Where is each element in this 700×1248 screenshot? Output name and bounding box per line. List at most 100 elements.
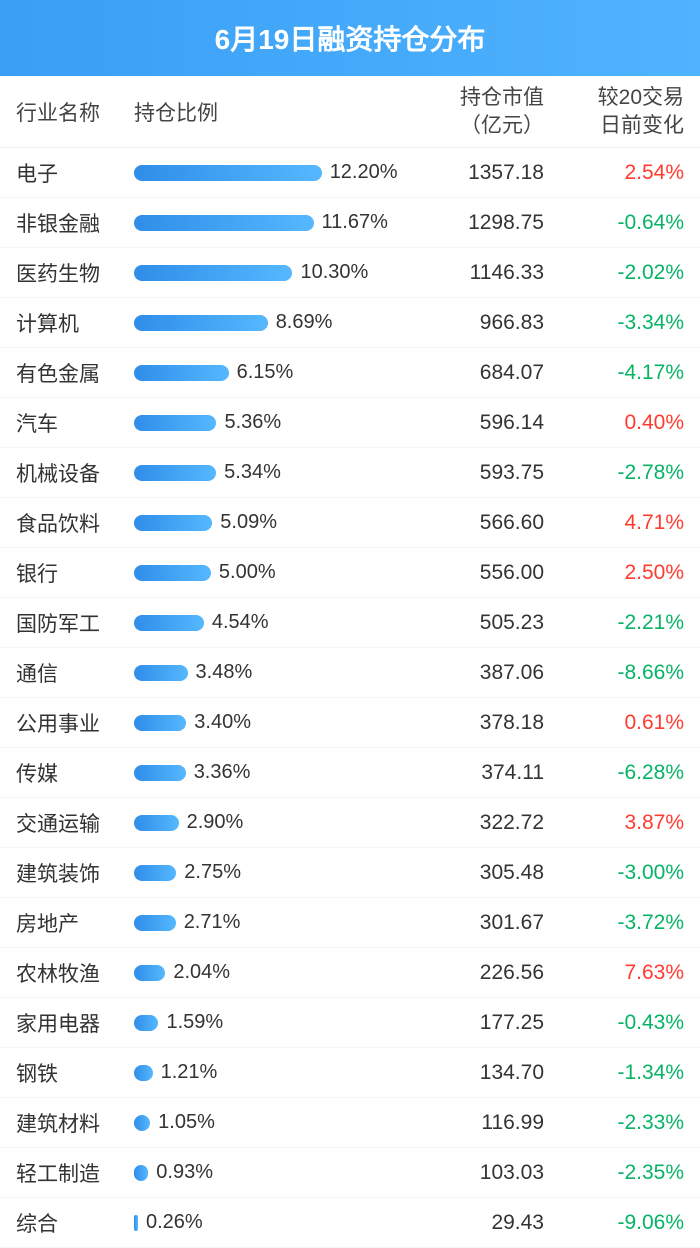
holdings-table: 行业名称 持仓比例 持仓市值 （亿元） 较20交易 日前变化 电子12.20%1… [0,76,700,1248]
ratio-label: 0.26% [146,1211,203,1234]
cell-change-pct: -2.78% [554,461,684,485]
cell-industry-name: 房地产 [16,908,134,938]
cell-ratio-bar: 0.26% [134,1211,414,1234]
cell-ratio-bar: 3.48% [134,661,414,684]
cell-ratio-bar: 5.34% [134,461,414,484]
cell-ratio-bar: 12.20% [134,161,414,184]
cell-market-value: 966.83 [414,311,554,335]
ratio-bar-fill [134,1015,158,1031]
ratio-label: 2.04% [173,961,230,984]
cell-ratio-bar: 6.15% [134,361,414,384]
col-header-change-l1: 较20交易 [554,84,684,111]
ratio-label: 5.34% [224,461,281,484]
table-row: 医药生物10.30%1146.33-2.02% [0,248,700,298]
cell-industry-name: 电子 [16,158,134,188]
ratio-bar-fill [134,1065,153,1081]
cell-industry-name: 公用事业 [16,708,134,738]
cell-market-value: 593.75 [414,461,554,485]
ratio-bar-fill [134,565,211,581]
cell-market-value: 1298.75 [414,211,554,235]
ratio-label: 2.75% [184,861,241,884]
ratio-bar-fill [134,665,188,681]
table-row: 轻工制造0.93%103.03-2.35% [0,1148,700,1198]
cell-industry-name: 通信 [16,658,134,688]
cell-ratio-bar: 10.30% [134,261,414,284]
cell-industry-name: 交通运输 [16,808,134,838]
col-header-ratio: 持仓比例 [134,97,414,127]
cell-ratio-bar: 5.09% [134,511,414,534]
cell-change-pct: -6.28% [554,761,684,785]
table-row: 建筑材料1.05%116.99-2.33% [0,1098,700,1148]
ratio-bar-fill [134,1215,138,1231]
table-row: 电子12.20%1357.182.54% [0,148,700,198]
ratio-label: 5.36% [224,411,281,434]
cell-ratio-bar: 5.00% [134,561,414,584]
cell-industry-name: 有色金属 [16,358,134,388]
cell-change-pct: -2.02% [554,261,684,285]
ratio-label: 5.00% [219,561,276,584]
cell-industry-name: 汽车 [16,408,134,438]
cell-market-value: 684.07 [414,361,554,385]
ratio-label: 2.71% [184,911,241,934]
cell-market-value: 301.67 [414,911,554,935]
cell-change-pct: 0.61% [554,711,684,735]
table-row: 钢铁1.21%134.70-1.34% [0,1048,700,1098]
table-row: 建筑装饰 2.75% 305.48-3.00% [0,848,700,898]
cell-ratio-bar: 8.69% [134,311,414,334]
cell-change-pct: -9.06% [554,1211,684,1235]
cell-industry-name: 国防军工 [16,608,134,638]
cell-market-value: 387.06 [414,661,554,685]
ratio-label: 12.20% [330,161,398,184]
cell-ratio-bar: 2.04% [134,961,414,984]
cell-market-value: 226.56 [414,961,554,985]
ratio-bar-fill [134,965,165,981]
cell-change-pct: -3.34% [554,311,684,335]
cell-ratio-bar: 0.93% [134,1161,414,1184]
ratio-bar-fill [134,715,186,731]
cell-ratio-bar: 1.05% [134,1111,414,1134]
cell-industry-name: 建筑装饰 [16,858,134,888]
ratio-label: 0.93% [156,1161,213,1184]
ratio-bar-fill [134,465,216,481]
cell-industry-name: 轻工制造 [16,1158,134,1188]
table-row: 交通运输 2.90% 322.723.87% [0,798,700,848]
ratio-label: 6.15% [237,361,294,384]
col-header-value: 持仓市值 （亿元） [414,84,554,139]
cell-market-value: 116.99 [414,1111,554,1135]
cell-market-value: 322.72 [414,811,554,835]
table-row: 家用电器1.59%177.25-0.43% [0,998,700,1048]
ratio-bar-fill [134,865,176,881]
cell-change-pct: 7.63% [554,961,684,985]
cell-industry-name: 建筑材料 [16,1108,134,1138]
cell-market-value: 378.18 [414,711,554,735]
ratio-label: 1.05% [158,1111,215,1134]
cell-market-value: 505.23 [414,611,554,635]
cell-change-pct: -4.17% [554,361,684,385]
cell-industry-name: 农林牧渔 [16,958,134,988]
table-row: 公用事业 3.40% 378.180.61% [0,698,700,748]
cell-market-value: 305.48 [414,861,554,885]
table-row: 通信3.48%387.06-8.66% [0,648,700,698]
cell-change-pct: -1.34% [554,1061,684,1085]
cell-change-pct: -3.00% [554,861,684,885]
ratio-label: 4.54% [212,611,269,634]
ratio-label: 3.40% [194,711,251,734]
ratio-label: 2.90% [187,811,244,834]
cell-industry-name: 家用电器 [16,1008,134,1038]
col-header-value-l1: 持仓市值 [414,84,544,111]
page-title: 6月19日融资持仓分布 [0,0,700,76]
cell-change-pct: 3.87% [554,811,684,835]
table-row: 综合0.26%29.43-9.06% [0,1198,700,1248]
cell-industry-name: 计算机 [16,308,134,338]
cell-industry-name: 医药生物 [16,258,134,288]
ratio-bar-fill [134,415,216,431]
cell-ratio-bar: 11.67% [134,211,414,234]
cell-market-value: 177.25 [414,1011,554,1035]
cell-market-value: 1357.18 [414,161,554,185]
cell-market-value: 29.43 [414,1211,554,1235]
ratio-bar-fill [134,165,322,181]
cell-ratio-bar: 5.36% [134,411,414,434]
ratio-bar-fill [134,1115,150,1131]
cell-ratio-bar: 2.90% [134,811,414,834]
table-row: 国防军工4.54%505.23-2.21% [0,598,700,648]
